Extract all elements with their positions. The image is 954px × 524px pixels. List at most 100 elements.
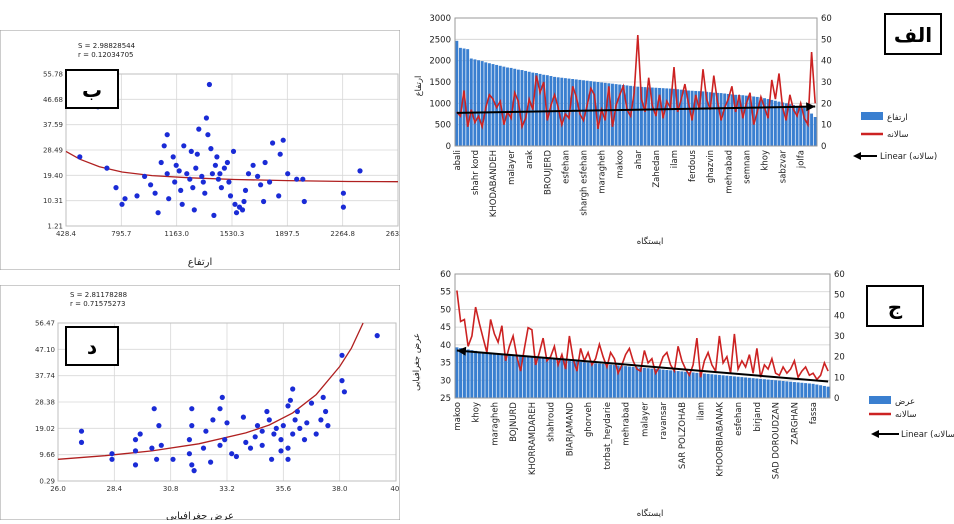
data-point [166,196,172,202]
data-point [280,423,286,429]
bar [661,369,665,398]
data-point [278,437,284,443]
bar [747,377,751,398]
trend-line [456,105,816,114]
chart-b-stat-r: r = 0.12034705 [78,51,134,59]
bar [618,84,622,146]
bar [784,103,788,146]
left-y-tick-label: 2500 [429,35,451,45]
x-tick-label: 38.0 [332,485,348,493]
bar [706,373,710,398]
bar [672,370,676,398]
category-label: jolfa [797,150,807,169]
bar [571,361,575,398]
bar [766,379,770,398]
data-point [224,159,230,166]
bar [509,67,513,146]
bar [506,67,509,146]
data-point [212,162,218,168]
bar [806,108,810,146]
legend-alef-line: سالانه [887,130,908,140]
data-point [178,187,184,193]
bar [469,58,473,146]
data-point [189,462,195,468]
data-point [245,171,252,177]
data-point [318,417,324,423]
bar [705,91,709,146]
data-point [240,414,246,420]
right-y-tick-label: 10 [834,373,845,383]
category-label: ilam [670,150,680,168]
data-point [161,143,167,149]
bar [729,376,733,398]
right-y-tick-label: 40 [821,57,832,67]
legend-jim-bar: عرض [895,397,915,407]
bar [601,363,605,398]
chart-alef-ylabel: ارتفاع [414,76,424,97]
bar [586,362,590,398]
trend-arrowhead [456,346,467,356]
data-point [259,428,265,434]
data-point [290,386,296,392]
bar [487,63,491,147]
data-point [277,151,283,157]
left-y-tick-label: 60 [440,270,451,280]
category-label: KHOORBIABANAK [715,402,725,477]
bar [774,380,778,398]
bar [672,88,676,146]
data-point [78,428,85,434]
bar [575,361,579,398]
data-point [264,408,270,415]
data-point [239,207,246,213]
data-point [261,198,267,205]
y-tick-label: 37.59 [43,121,63,129]
chart-d-panel: S = 2.81178288 r = 0.71575273 26.0 28.4 30… [0,284,402,522]
bar [567,360,571,398]
data-point [203,428,209,434]
y-tick-label: 56.47 [35,320,55,328]
category-label: mehrabad [622,402,632,446]
category-label: ghorveh [584,402,594,437]
data-point [271,431,277,437]
bar [712,92,716,146]
bar [714,374,718,398]
bar [751,378,755,398]
data-point [148,182,154,188]
bar [636,86,640,146]
data-point [285,403,291,409]
data-point [154,456,160,462]
bar [470,350,474,398]
category-label: malayer [507,150,517,185]
legend-alef-bar: ارتفاع [887,113,908,123]
category-label: khoy [472,402,482,423]
data-point [270,140,276,146]
data-point [208,146,214,152]
bar [500,354,504,398]
data-point [104,165,110,171]
bar [687,372,691,398]
category-label: abali [453,150,463,171]
chart-jim-xlabel: ایستگاه [637,508,664,519]
bar [491,64,495,146]
data-point [340,204,346,210]
bar [668,88,672,146]
bar [792,382,796,398]
bar [621,84,625,146]
bar [755,378,759,398]
chart-b-label: ب [82,78,102,102]
bar [744,95,748,146]
data-point [218,185,224,191]
category-label: torbat_heydarie [603,402,613,470]
bar [624,366,628,398]
bar [766,99,770,146]
bar [534,73,538,146]
data-point [193,165,199,171]
bar [679,89,683,146]
bar [665,370,669,398]
data-point [247,445,254,451]
bar [665,88,669,146]
data-point [233,210,240,216]
data-point [221,165,227,171]
bar [459,348,463,398]
data-point [109,456,115,462]
